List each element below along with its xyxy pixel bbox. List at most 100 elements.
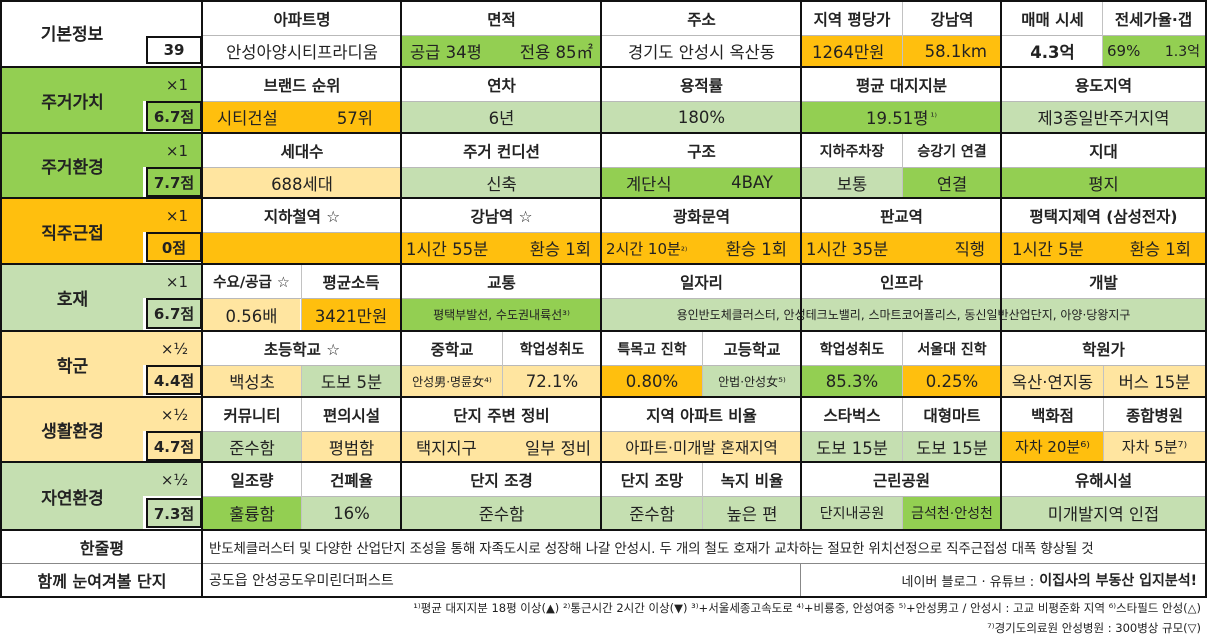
source-credit: 네이버 블로그 · 유튜브 : 이집사의 부동산 입지분석!	[802, 564, 1205, 596]
grid-line	[203, 232, 1205, 233]
hospital: 자차 5분⁷⁾	[1104, 432, 1205, 461]
park-nearby: 단지내공원	[802, 497, 902, 529]
header-apt-ratio: 지역 아파트 비율	[646, 406, 757, 425]
footnote-line-1: ¹⁾평균 대지지분 18평 이상(▲) ²⁾통근시간 2시간 이상(▼) ³⁾+…	[413, 601, 1201, 615]
header-amenities: 편의시설	[322, 406, 381, 425]
average-income: 3421만원	[301, 299, 401, 330]
header-starbucks: 스타벅스	[823, 406, 881, 425]
high-score: 85.3%	[802, 366, 902, 396]
gwanghwamun-mark: ²⁾	[680, 245, 688, 257]
row-border	[0, 596, 1207, 598]
cell-divider	[301, 366, 302, 396]
section-label-housing-value: 주거가치	[2, 68, 143, 132]
header-brand: 브랜드 순위	[263, 76, 341, 95]
grid-line	[203, 496, 1205, 497]
price-distance-cell: 1264만원 58.1km	[802, 36, 1001, 66]
header-gwanghwamun: 광화문역	[672, 207, 731, 226]
score-developments: 6.7점	[146, 298, 202, 329]
multiplier-housing-value: ×1	[143, 68, 202, 101]
floor-area-ratio: 180%	[602, 102, 801, 132]
cell-divider	[301, 265, 302, 330]
pyeongtaek-transfer: 환승 1회	[1129, 240, 1191, 259]
cell-divider	[1103, 366, 1104, 396]
structure: 계단식	[626, 174, 672, 194]
households: 688세대	[203, 168, 401, 197]
row-border	[0, 0, 1207, 2]
bay-count: 4BAY	[731, 173, 773, 192]
grid-line	[203, 298, 1205, 299]
col-border	[1205, 0, 1207, 598]
row-border	[0, 461, 1207, 463]
header-development: 개발	[1089, 273, 1118, 292]
section-label-nature: 자연환경	[2, 463, 143, 529]
park-stream: 금석천·안성천	[903, 497, 1001, 529]
grid-line	[203, 431, 1205, 432]
terrain: 평지	[1002, 168, 1205, 197]
brand-name: 시티건설	[217, 109, 278, 128]
pyeongtaek-time: 1시간 5분	[1012, 240, 1084, 259]
grid-line	[203, 101, 1205, 102]
header-academy: 학원가	[1082, 340, 1125, 359]
jeonse-gap: 1.3억	[1164, 44, 1200, 60]
col-border	[800, 0, 802, 531]
grid-line	[203, 35, 1205, 36]
multiplier-developments: ×1	[143, 265, 202, 298]
apt-name: 안성아양시티프라디움	[226, 43, 378, 62]
together-label: 함께 눈여겨볼 단지	[37, 572, 167, 591]
view: 준수함	[602, 497, 702, 529]
academy-bus: 버스 15분	[1104, 366, 1205, 396]
starbucks: 도보 15분	[802, 432, 902, 461]
header-pangyo: 판교역	[880, 207, 923, 226]
academy-area: 옥산·연지동	[1002, 366, 1103, 396]
use-zone: 제3종일반주거지역	[1002, 102, 1205, 132]
header-gangnam: 강남역 ☆	[470, 207, 533, 226]
score-housing-value: 6.7점	[146, 101, 202, 131]
high-school: 안법·안성女⁵⁾	[703, 366, 801, 396]
row-border	[0, 66, 1207, 68]
header-subway: 지하철역 ☆	[263, 207, 341, 226]
row-border	[0, 197, 1207, 199]
transport-plans: 평택부발선, 수도권내륙선³⁾	[402, 299, 601, 330]
surroundings-type: 택지지구	[416, 438, 477, 458]
elevator: 연결	[903, 168, 1001, 197]
hazard-facility: 미개발지역 인접	[1002, 497, 1205, 529]
cell-divider	[902, 398, 903, 461]
pyeongtaek-commute-cell: 1시간 5분 환승 1회	[1002, 233, 1205, 263]
header-high-score: 학업성취도	[819, 341, 885, 358]
col-border	[400, 0, 402, 531]
header-price-per-pyeong: 지역 평당가	[813, 10, 891, 29]
section-label-developments: 호재	[2, 265, 143, 330]
header-high: 고등학교	[723, 340, 781, 359]
cell-divider	[502, 332, 503, 396]
section-label-life: 생활환경	[2, 398, 143, 461]
gangnam-commute-cell: 1시간 55분 환승 1회	[402, 233, 601, 263]
pangyo-time: 1시간 35분	[806, 240, 889, 259]
basic-info-number: 39	[146, 36, 202, 64]
special-hs-rate: 0.80%	[602, 366, 702, 396]
header-bcr: 건폐율	[330, 471, 373, 490]
header-view: 단지 조망	[620, 471, 684, 490]
header-infra: 인프라	[880, 273, 923, 292]
score-school: 4.4점	[146, 365, 202, 395]
gwanghwamun-time-wrap: 2시간 10분²⁾	[606, 238, 687, 259]
cell-divider	[301, 398, 302, 461]
source-label: 네이버 블로그 · 유튜브 :	[901, 574, 1035, 590]
cell-divider	[702, 463, 703, 529]
header-mart: 대형마트	[923, 406, 981, 425]
snu-rate: 0.25%	[903, 366, 1001, 396]
mart: 도보 15분	[903, 432, 1001, 461]
department-store: 자차 20분⁶⁾	[1002, 432, 1103, 461]
header-sale-price: 매매 시세	[1021, 10, 1084, 29]
row-border	[0, 132, 1207, 134]
header-elevator: 승강기 연결	[917, 143, 987, 160]
together-complex: 공도읍 안성공도우미린더퍼스트	[209, 573, 394, 589]
area-exclusive: 전용 85㎡	[519, 43, 593, 62]
summary-text: 반도체클러스터 및 다양한 산업단지 조성을 통해 자족도시로 성장해 나갈 안…	[209, 541, 1094, 557]
col-border	[800, 564, 801, 596]
building-age: 6년	[402, 102, 601, 132]
pangyo-commute-cell: 1시간 35분 직행	[802, 233, 1001, 263]
structure-cell: 계단식 4BAY	[602, 168, 801, 197]
header-pyeongtaek: 평택지제역 (삼성전자)	[1029, 207, 1178, 226]
cell-divider	[301, 463, 302, 529]
cell-divider	[902, 332, 903, 396]
